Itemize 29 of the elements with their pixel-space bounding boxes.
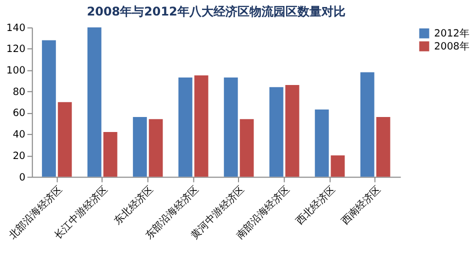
bar — [58, 102, 72, 177]
bar — [42, 40, 56, 177]
x-tick-label: 西南经济区 — [339, 184, 384, 228]
bar — [178, 78, 192, 177]
y-tick-label: 60 — [12, 108, 26, 120]
y-tick-label: 120 — [6, 44, 26, 56]
bar — [240, 119, 254, 177]
y-tick-label: 80 — [12, 86, 26, 98]
bar — [314, 110, 329, 177]
bar — [132, 117, 147, 177]
y-tick-label: 100 — [6, 66, 26, 77]
bar — [194, 75, 208, 177]
bar — [376, 117, 390, 177]
bar — [224, 78, 238, 177]
y-tick-label: 0 — [19, 172, 26, 184]
bar — [330, 155, 345, 177]
chart-title: 2008年与2012年八大经济区物流园区数量对比 — [86, 4, 346, 18]
y-tick-label: 40 — [12, 130, 26, 141]
bar — [87, 27, 102, 177]
legend-label: 2008年 — [434, 40, 470, 52]
bar — [285, 85, 300, 177]
x-tick-label: 西北经济区 — [294, 184, 338, 228]
legend-label: 2012年 — [434, 27, 470, 40]
y-tick-label: 20 — [12, 150, 26, 162]
bar — [103, 132, 118, 177]
y-tick-label: 140 — [6, 22, 26, 34]
bar — [360, 72, 374, 177]
bar — [269, 87, 284, 177]
bar — [148, 119, 163, 177]
